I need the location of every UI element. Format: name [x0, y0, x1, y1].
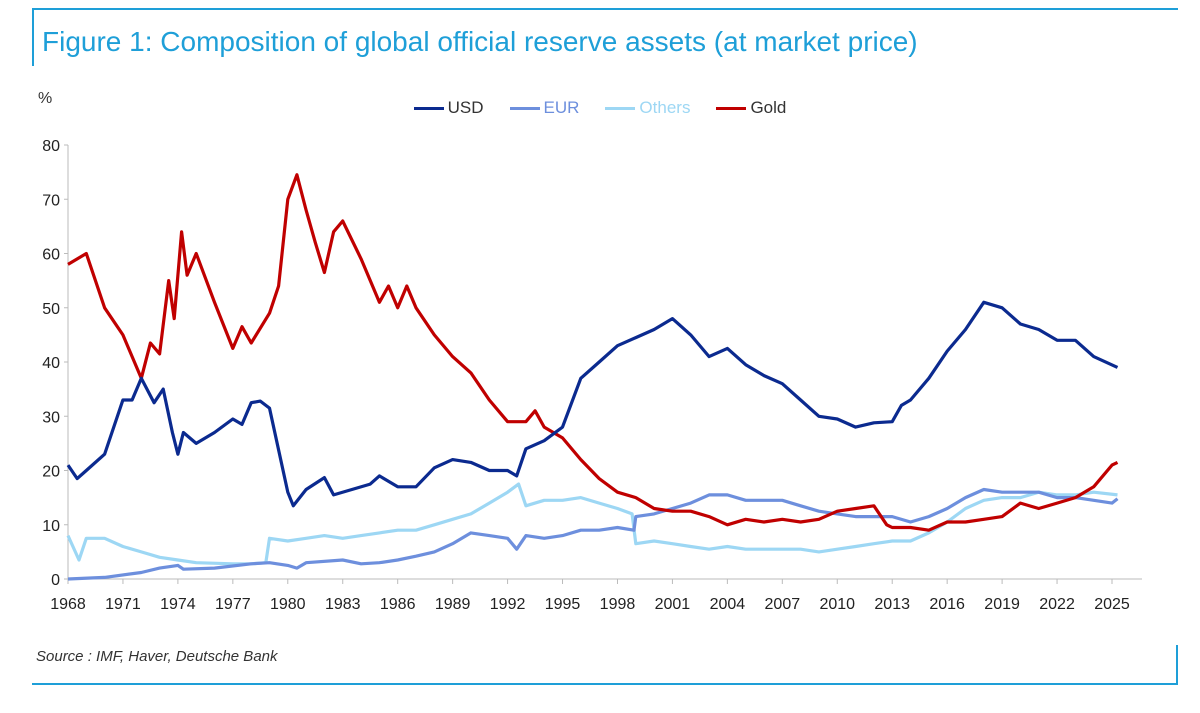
x-tick-label: 2022 — [1039, 596, 1075, 613]
x-tick-label: 1968 — [50, 596, 86, 613]
y-tick-label: 70 — [42, 192, 60, 209]
series-line-eur — [67, 487, 1119, 581]
legend-swatch-others — [605, 106, 636, 110]
legend-item-others: Others — [605, 98, 690, 118]
series-line-usd — [66, 300, 1119, 508]
source-note: Source : IMF, Haver, Deutsche Bank — [36, 648, 278, 665]
frame-left-rule — [32, 8, 34, 66]
x-tick-label: 2013 — [874, 596, 910, 613]
series-line-gold — [67, 173, 1119, 532]
x-tick-label: 1998 — [600, 596, 636, 613]
x-tick-label: 1977 — [215, 596, 251, 613]
x-tick-label: 2025 — [1094, 596, 1130, 613]
x-tick-label: 2001 — [655, 596, 691, 613]
frame-top-rule — [32, 8, 1178, 10]
x-tick-label: 1971 — [105, 596, 141, 613]
figure-title: Figure 1: Composition of global official… — [42, 26, 918, 57]
x-tick-label: 2010 — [819, 596, 855, 613]
x-tick-label: 1989 — [435, 596, 471, 613]
legend-label-usd: USD — [447, 98, 484, 117]
x-tick-label: 1995 — [545, 596, 581, 613]
legend-item-eur: EUR — [509, 98, 580, 118]
x-tick-label: 1992 — [490, 596, 526, 613]
legend-item-usd: USD — [413, 98, 484, 118]
legend: USD EUR Others Gold — [0, 98, 1200, 118]
x-tick-label: 1980 — [270, 596, 306, 613]
y-tick-label: 20 — [42, 464, 60, 481]
x-tick-label: 2019 — [984, 596, 1020, 613]
legend-item-gold: Gold — [716, 98, 786, 118]
legend-swatch-usd — [413, 106, 444, 110]
y-tick-label: 10 — [42, 518, 60, 535]
x-tick-label: 1974 — [160, 596, 196, 613]
y-tick-label: 30 — [42, 409, 60, 426]
frame-bottom-rule — [32, 683, 1178, 685]
x-tick-label: 1986 — [380, 596, 416, 613]
legend-swatch-eur — [509, 106, 540, 110]
legend-label-eur: EUR — [543, 98, 580, 117]
y-tick-label: 60 — [42, 247, 60, 264]
x-tick-label: 1983 — [325, 596, 361, 613]
y-tick-label: 0 — [51, 572, 60, 589]
series-line-others — [66, 482, 1118, 566]
legend-swatch-gold — [716, 106, 747, 110]
x-tick-label: 2007 — [765, 596, 801, 613]
y-tick-label: 50 — [42, 301, 60, 318]
frame-right-rule — [1176, 645, 1178, 685]
x-tick-label: 2004 — [710, 596, 746, 613]
y-tick-label: 40 — [42, 355, 60, 372]
legend-label-gold: Gold — [750, 98, 787, 117]
y-axis-unit: % — [38, 90, 53, 107]
legend-label-others: Others — [639, 98, 691, 117]
y-tick-label: 80 — [42, 138, 60, 155]
x-tick-label: 2016 — [929, 596, 965, 613]
